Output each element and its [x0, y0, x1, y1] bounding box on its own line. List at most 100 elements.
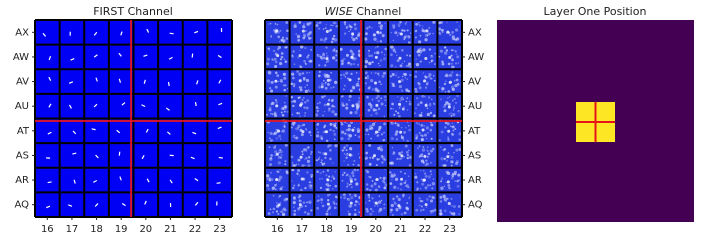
speckle [406, 202, 409, 204]
speckle [383, 53, 386, 56]
speckle [322, 56, 326, 60]
speckle [394, 132, 398, 136]
speckle [319, 178, 321, 180]
speckle [308, 21, 312, 25]
speckle [298, 175, 300, 177]
speckle [378, 200, 382, 204]
cutout [59, 167, 85, 193]
speckle [340, 59, 344, 63]
speckle [318, 70, 321, 73]
speckle [447, 152, 450, 154]
source [141, 155, 145, 160]
speckle [453, 152, 455, 154]
speckle [401, 96, 403, 98]
source [398, 102, 402, 106]
speckle [268, 108, 272, 112]
speckle [304, 205, 307, 208]
speckle [334, 143, 338, 148]
speckle [441, 31, 444, 34]
speckle [310, 209, 313, 212]
title-rest: Channel [356, 5, 401, 18]
speckle [383, 158, 386, 162]
speckle [447, 90, 451, 93]
speckle [405, 184, 408, 188]
speckle [346, 152, 349, 155]
speckle [432, 20, 436, 24]
speckle [379, 40, 383, 43]
speckle [342, 57, 346, 61]
speckle [452, 175, 454, 178]
speckle [333, 48, 336, 51]
speckle [281, 129, 285, 133]
speckle [323, 103, 327, 107]
speckle [353, 23, 357, 26]
speckle [438, 31, 441, 34]
speckle [320, 161, 323, 164]
speckle [424, 86, 427, 89]
speckle [306, 201, 308, 204]
speckle [451, 87, 455, 92]
speckle [279, 169, 281, 171]
speckle [398, 106, 401, 109]
speckle [374, 188, 378, 192]
speckle [369, 188, 372, 192]
speckle [383, 186, 387, 190]
speckle [441, 62, 445, 66]
speckle [308, 71, 311, 74]
speckle [331, 110, 335, 114]
speckle [330, 40, 334, 44]
source [326, 78, 330, 82]
speckle [403, 36, 407, 39]
speckle [315, 134, 320, 138]
speckle [389, 171, 392, 174]
speckle [329, 157, 332, 161]
speckle [335, 203, 338, 205]
cutout [133, 143, 159, 168]
speckle [290, 95, 294, 99]
speckle [427, 131, 429, 134]
speckle [451, 205, 453, 207]
speckle [296, 172, 299, 175]
speckle [351, 51, 354, 54]
source [48, 103, 52, 108]
speckle [282, 41, 285, 43]
speckle [317, 195, 320, 197]
source [121, 102, 126, 106]
speckle [295, 163, 298, 165]
speckle [321, 95, 325, 99]
source [194, 101, 197, 107]
speckle [401, 107, 405, 111]
source [218, 102, 223, 106]
speckle [339, 47, 343, 51]
speckle [439, 209, 442, 213]
speckle [274, 64, 278, 68]
speckle [366, 187, 369, 191]
speckle [443, 82, 447, 86]
speckle [369, 212, 373, 216]
source [425, 29, 429, 33]
speckle [347, 128, 351, 132]
speckle [342, 88, 345, 91]
speckle [349, 111, 353, 115]
speckle [398, 153, 401, 156]
speckle [392, 46, 395, 49]
source [350, 55, 354, 59]
speckle [444, 90, 447, 93]
speckle [426, 107, 429, 109]
speckle [455, 101, 457, 104]
speckle [280, 130, 282, 133]
speckle [425, 83, 429, 86]
y-tick-label: AX [15, 27, 29, 38]
speckle [443, 148, 447, 151]
speckle [320, 137, 324, 140]
speckle [455, 78, 459, 82]
speckle [454, 180, 456, 182]
speckle [380, 83, 382, 86]
speckle [391, 179, 393, 181]
speckle [459, 74, 461, 77]
cutout [388, 93, 413, 119]
speckle [355, 107, 359, 111]
speckle [279, 58, 282, 61]
speckle [378, 80, 381, 84]
speckle [370, 104, 373, 107]
